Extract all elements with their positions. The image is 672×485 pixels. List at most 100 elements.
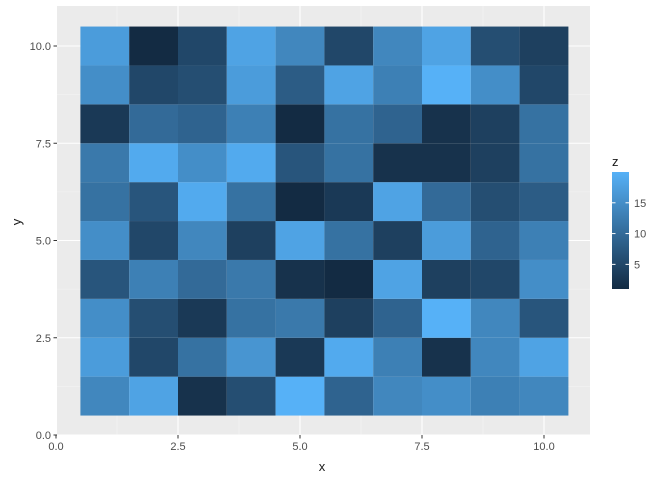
heatmap-tile <box>178 182 227 222</box>
heatmap-tile <box>275 104 325 144</box>
legend-label: 10 <box>634 229 646 241</box>
heatmap-tile <box>129 104 178 144</box>
heatmap-tile <box>373 65 422 105</box>
heatmap-tile <box>324 26 374 66</box>
heatmap-tile <box>129 65 178 105</box>
heatmap-tile <box>324 65 374 105</box>
heatmap-tile <box>324 221 374 260</box>
heatmap-tile <box>275 298 325 338</box>
heatmap-tile <box>519 104 569 144</box>
tiles-layer <box>80 26 569 416</box>
heatmap-tile <box>519 65 569 105</box>
y-tick-label: 0.0 <box>36 430 51 442</box>
heatmap-tile <box>275 376 325 416</box>
heatmap-tile <box>470 298 520 338</box>
heatmap-tile <box>80 259 130 299</box>
heatmap-tile <box>470 65 520 105</box>
heatmap-tile <box>373 376 422 416</box>
heatmap-tile <box>129 143 178 183</box>
heatmap-tile <box>275 65 325 105</box>
x-tick-label: 0.0 <box>48 441 63 453</box>
heatmap-tile <box>226 26 276 66</box>
heatmap-tile <box>470 104 520 144</box>
heatmap-tile <box>422 259 471 299</box>
legend-label: 15 <box>634 198 646 210</box>
heatmap-tile <box>422 182 471 222</box>
heatmap-tile <box>129 298 178 338</box>
heatmap-tile <box>275 143 325 183</box>
heatmap-tile <box>519 143 569 183</box>
heatmap-tile <box>129 182 178 222</box>
heatmap-tile <box>80 337 130 377</box>
x-tick-label: 5.0 <box>292 441 307 453</box>
heatmap-tile <box>373 298 422 338</box>
legend-title: z <box>612 154 619 169</box>
heatmap-tile <box>470 221 520 260</box>
x-tick-label: 7.5 <box>414 441 429 453</box>
heatmap-tile <box>226 376 276 416</box>
heatmap-tile <box>129 221 178 260</box>
heatmap-tile <box>178 221 227 260</box>
heatmap-tile <box>80 298 130 338</box>
heatmap-tile <box>226 65 276 105</box>
axes-layer: 0.0 2.5 5.0 7.5 10.0 0.0 2.5 5.0 7.5 10.0 <box>30 41 555 453</box>
heatmap-tile <box>373 104 422 144</box>
heatmap-tile <box>80 104 130 144</box>
heatmap-tile <box>373 26 422 66</box>
heatmap-tile <box>178 26 227 66</box>
heatmap-tile <box>324 143 374 183</box>
heatmap-tile <box>226 298 276 338</box>
heatmap-tile <box>178 337 227 377</box>
y-tick-label: 10.0 <box>30 41 51 53</box>
heatmap-tile <box>324 259 374 299</box>
heatmap-tile <box>178 298 227 338</box>
heatmap-tile <box>275 337 325 377</box>
heatmap-tile <box>422 143 471 183</box>
heatmap-tile <box>275 259 325 299</box>
heatmap-tile <box>422 104 471 144</box>
heatmap-tile <box>129 376 178 416</box>
heatmap-tile <box>80 376 130 416</box>
heatmap-tile <box>226 182 276 222</box>
heatmap-tile <box>422 65 471 105</box>
heatmap-tile <box>80 221 130 260</box>
y-tick-label: 2.5 <box>36 333 51 345</box>
heatmap-tile <box>324 298 374 338</box>
heatmap-tile <box>178 65 227 105</box>
heatmap-tile <box>324 376 374 416</box>
heatmap-tile <box>373 221 422 260</box>
heatmap-tile <box>129 259 178 299</box>
heatmap-tile <box>324 182 374 222</box>
heatmap-tile <box>275 221 325 260</box>
heatmap-tile <box>226 221 276 260</box>
heatmap-tile <box>80 26 130 66</box>
heatmap-tile <box>373 143 422 183</box>
x-tick-label: 2.5 <box>170 441 185 453</box>
heatmap-tile <box>178 259 227 299</box>
heatmap-tile <box>470 143 520 183</box>
heatmap-tile <box>422 337 471 377</box>
heatmap-tile <box>422 376 471 416</box>
legend-label: 5 <box>634 259 640 271</box>
heatmap-tile <box>519 298 569 338</box>
y-tick-label: 5.0 <box>36 236 51 248</box>
heatmap-tile <box>275 26 325 66</box>
heatmap-tile <box>519 182 569 222</box>
heatmap-tile <box>470 26 520 66</box>
heatmap-tile <box>422 221 471 260</box>
heatmap-tile <box>275 182 325 222</box>
heatmap-tile <box>80 65 130 105</box>
heatmap-tile <box>519 26 569 66</box>
heatmap-tile <box>422 26 471 66</box>
heatmap-tile <box>519 376 569 416</box>
legend-colorbar <box>612 172 629 289</box>
heatmap-tile <box>80 143 130 183</box>
heatmap-tile <box>373 259 422 299</box>
heatmap-tile <box>178 376 227 416</box>
heatmap-tile <box>324 337 374 377</box>
heatmap-tile <box>373 337 422 377</box>
x-axis-title: x <box>319 459 326 474</box>
heatmap-tile <box>226 104 276 144</box>
